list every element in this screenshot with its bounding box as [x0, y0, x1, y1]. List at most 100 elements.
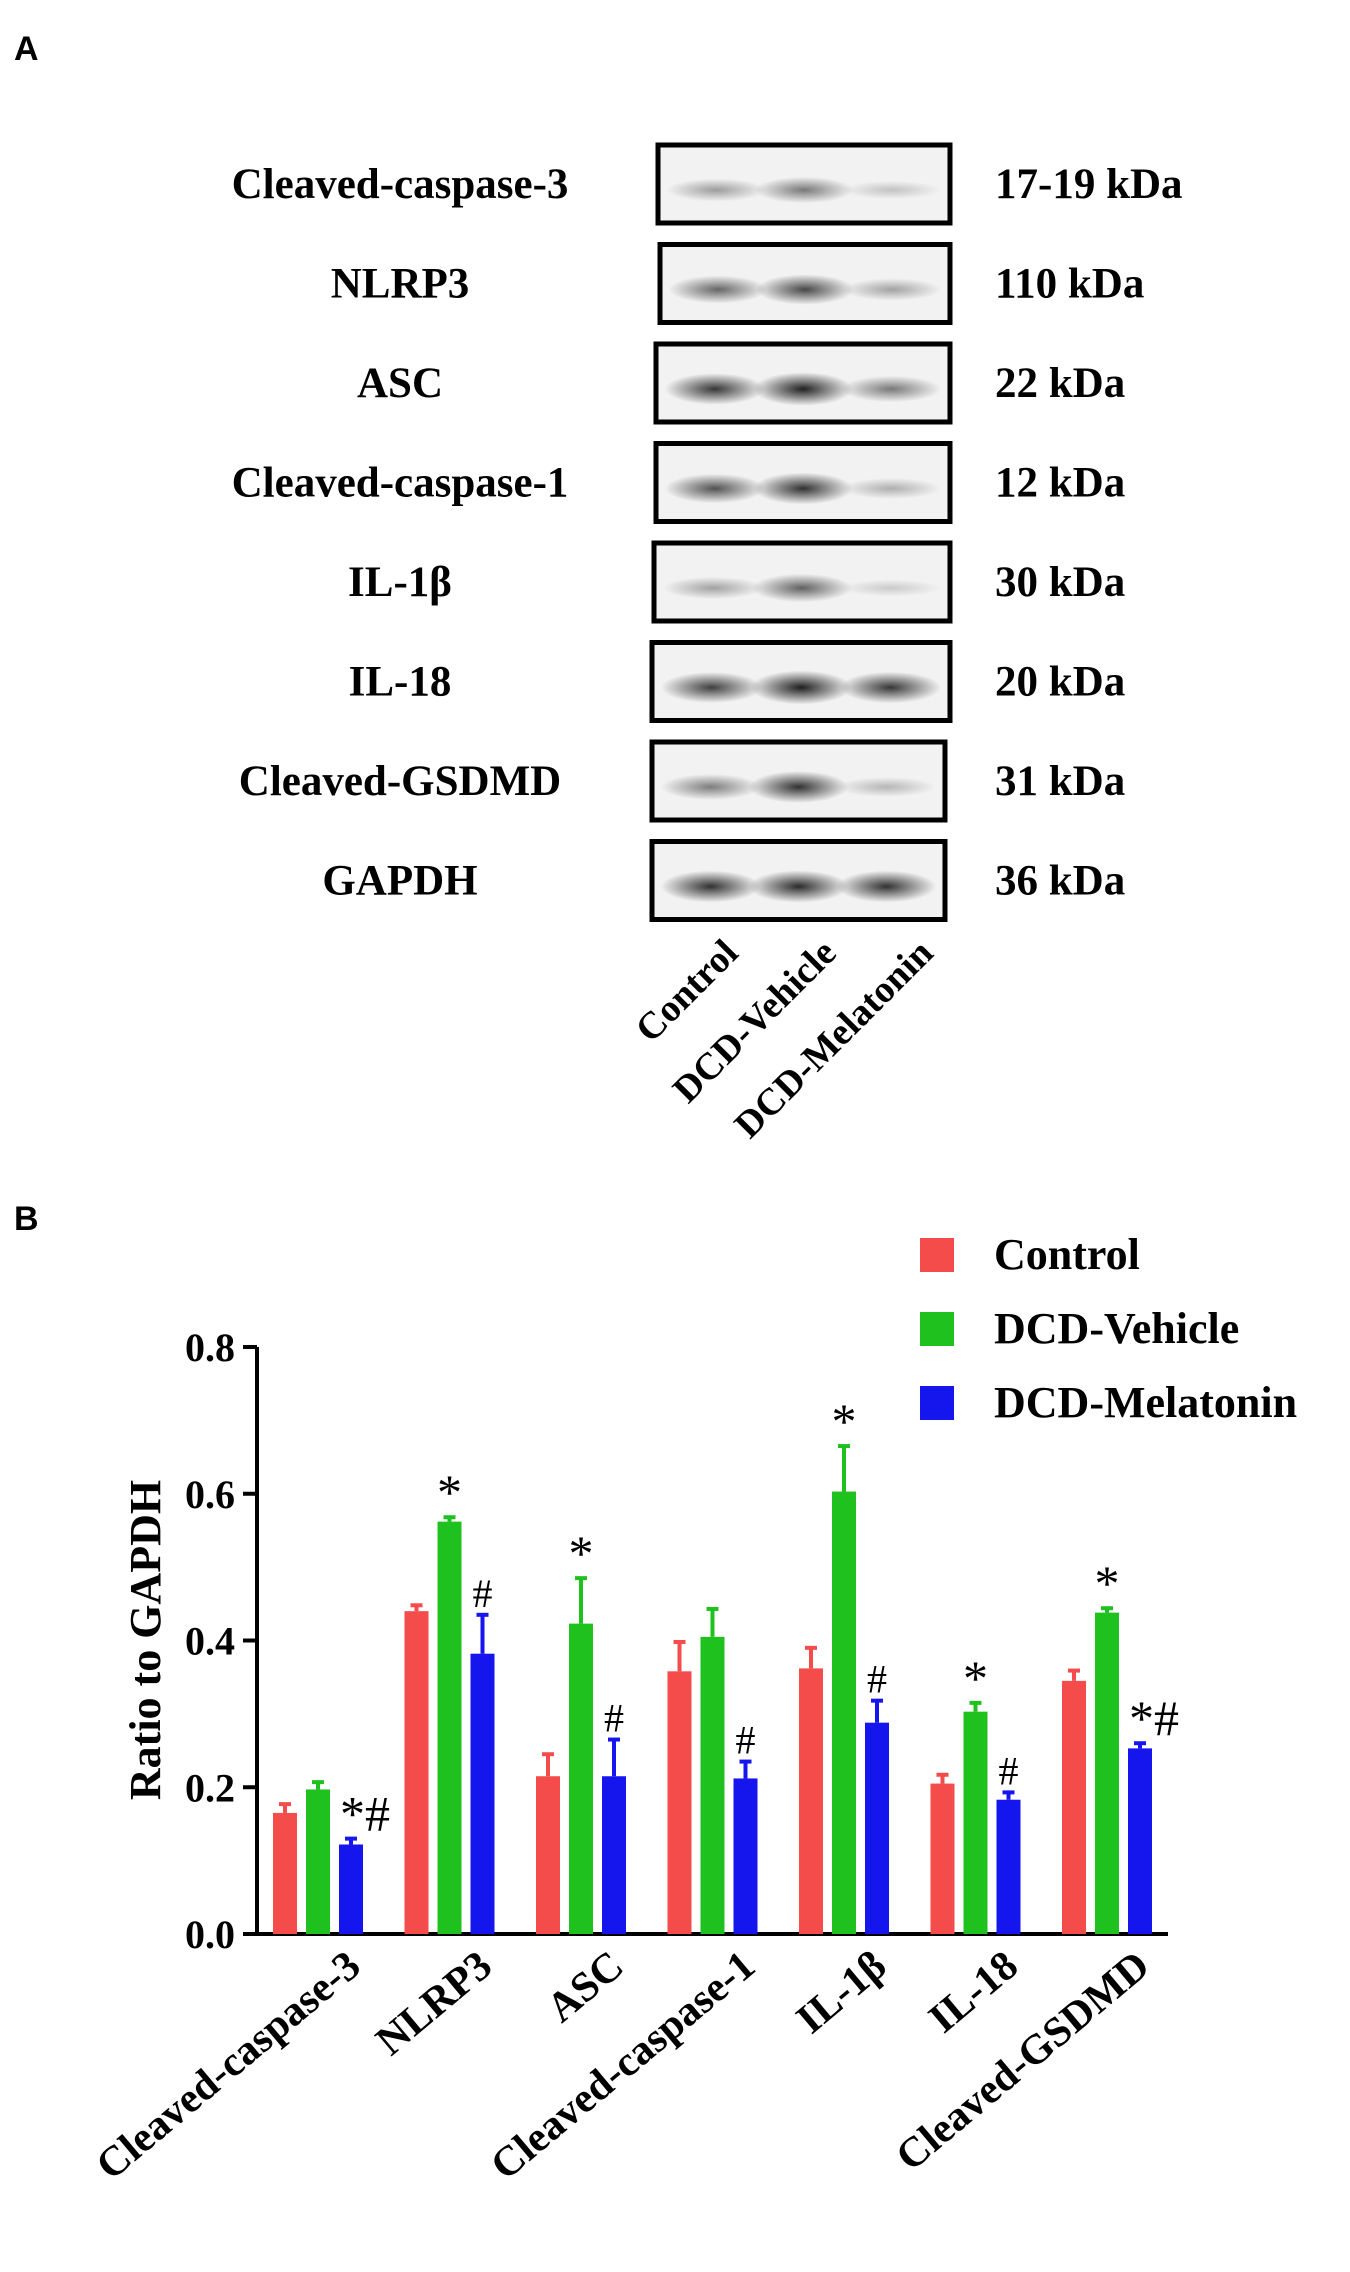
blot-band — [841, 180, 942, 200]
legend-label-dcd-melatonin: DCD-Melatonin — [994, 1378, 1297, 1427]
blot-band — [842, 278, 942, 301]
blot-protein-label: NLRP3 — [331, 261, 470, 308]
legend-swatch-dcd-melatonin — [920, 1386, 954, 1420]
blot-row-cleaved-caspase-3: Cleaved-caspase-3 17-19 kDa — [232, 142, 1183, 226]
blot-size-label: 36 kDa — [995, 858, 1125, 905]
blot-row-cleaved-gsdmd: Cleaved-GSDMD 31 kDa — [239, 739, 1125, 823]
blot-size-label: 22 kDa — [995, 360, 1125, 407]
bar-control-cleaved-gsdmd — [1062, 1680, 1086, 1934]
significance-mark: # — [867, 1657, 887, 1702]
bar-control-cleaved-caspase-1 — [667, 1671, 692, 1934]
y-tick-label: 0.2 — [185, 1765, 235, 1810]
bar-dcd-vehicle-asc — [569, 1623, 593, 1934]
bar-dcd-vehicle-il-18 — [963, 1711, 988, 1934]
significance-mark: *# — [340, 1786, 390, 1842]
significance-mark: * — [569, 1525, 594, 1581]
blot-band — [754, 176, 854, 204]
blot-protein-label: IL-18 — [349, 659, 452, 706]
blot-frame — [657, 242, 953, 325]
blot-frame — [649, 739, 948, 823]
blot-row-gapdh: GAPDH 36 kDa — [322, 839, 1125, 922]
bar-dcd-melatonin-il-18 — [996, 1799, 1021, 1934]
blot-row-cleaved-caspase-1: Cleaved-caspase-1 12 kDa — [232, 441, 1125, 524]
y-tick-label: 0.6 — [185, 1472, 235, 1517]
blot-protein-label: ASC — [357, 360, 443, 407]
blot-frame — [649, 640, 953, 723]
blot-band — [836, 870, 937, 903]
bar-dcd-melatonin-cleaved-caspase-3 — [339, 1844, 363, 1934]
significance-mark: * — [437, 1464, 462, 1520]
western-blot-panel: Cleaved-caspase-3 17-19 kDa NLRP3 110 kDa AS… — [232, 142, 1183, 922]
x-tick-label: IL-18 — [920, 1942, 1026, 2042]
blot-frame — [653, 341, 953, 425]
y-tick-label: 0.4 — [185, 1619, 235, 1664]
x-tick-label: IL-1β — [788, 1942, 895, 2042]
blot-size-label: 30 kDa — [995, 559, 1125, 606]
blot-band — [660, 672, 763, 703]
blot-band — [836, 777, 937, 797]
significance-mark: *# — [1129, 1690, 1179, 1746]
blot-protein-label: Cleaved-GSDMD — [239, 758, 561, 805]
x-tick-label: ASC — [538, 1942, 632, 2031]
blot-row-il-1: IL-1β 30 kDa — [348, 540, 1125, 624]
blot-band — [840, 579, 942, 597]
significance-mark: # — [736, 1718, 756, 1763]
blot-band — [748, 771, 849, 803]
blot-size-label: 31 kDa — [995, 758, 1125, 805]
blot-frame — [649, 839, 948, 922]
y-axis-title: Ratio to GAPDH — [121, 1480, 170, 1800]
significance-mark: # — [473, 1571, 493, 1616]
blot-protein-label: IL-1β — [348, 559, 452, 606]
blot-band — [753, 472, 853, 505]
bar-dcd-vehicle-il-1 — [832, 1491, 856, 1934]
blot-frame — [651, 540, 953, 624]
blot-band — [660, 870, 761, 903]
blot-size-label: 20 kDa — [995, 659, 1125, 706]
blot-row-nlrp3: NLRP3 110 kDa — [331, 242, 1144, 325]
blot-size-label: 110 kDa — [995, 261, 1144, 308]
significance-mark: # — [999, 1748, 1019, 1793]
panel-b-letter: B — [14, 1200, 39, 1238]
significance-mark: * — [963, 1650, 988, 1706]
blot-row-asc: ASC 22 kDa — [357, 341, 1125, 425]
legend-swatch-dcd-vehicle — [920, 1312, 954, 1346]
blot-band — [662, 576, 764, 600]
bar-control-nlrp3 — [404, 1611, 429, 1934]
blot-size-label: 17-19 kDa — [995, 161, 1183, 208]
y-tick-label: 0.8 — [185, 1325, 235, 1370]
blot-band — [664, 373, 765, 405]
blot-band — [839, 671, 942, 704]
blot-band — [751, 573, 853, 603]
blot-band — [755, 274, 855, 305]
bar-dcd-vehicle-cleaved-caspase-1 — [700, 1636, 725, 1934]
bar-dcd-melatonin-asc — [602, 1776, 626, 1934]
blot-protein-label: Cleaved-caspase-1 — [232, 460, 569, 507]
bar-control-il-18 — [930, 1783, 955, 1934]
blot-frame — [653, 441, 953, 524]
blot-band — [668, 275, 768, 304]
blot-protein-label: Cleaved-caspase-3 — [232, 161, 569, 208]
bar-control-asc — [536, 1776, 560, 1934]
bar-dcd-vehicle-nlrp3 — [437, 1521, 462, 1934]
significance-mark: * — [1095, 1555, 1120, 1611]
bar-dcd-melatonin-cleaved-gsdmd — [1128, 1748, 1152, 1934]
x-tick-label: Cleaved-caspase-3 — [88, 1942, 370, 2189]
bar-control-cleaved-caspase-3 — [273, 1812, 297, 1934]
blot-band — [841, 375, 942, 403]
blot-row-il-18: IL-18 20 kDa — [349, 640, 1125, 723]
significance-mark: # — [604, 1696, 624, 1741]
bar-dcd-melatonin-cleaved-caspase-1 — [733, 1778, 758, 1934]
blot-band — [841, 478, 942, 499]
blot-band — [664, 473, 765, 504]
bar-dcd-melatonin-il-1 — [865, 1722, 889, 1934]
bar-dcd-vehicle-cleaved-caspase-3 — [306, 1789, 330, 1934]
blot-band — [753, 372, 853, 406]
bar-dcd-melatonin-nlrp3 — [470, 1653, 495, 1934]
blot-band — [750, 670, 852, 705]
bar-dcd-vehicle-cleaved-gsdmd — [1095, 1612, 1119, 1934]
panel-a-letter: A — [14, 30, 39, 68]
blot-band — [660, 774, 761, 800]
legend-label-control: Control — [994, 1230, 1140, 1279]
